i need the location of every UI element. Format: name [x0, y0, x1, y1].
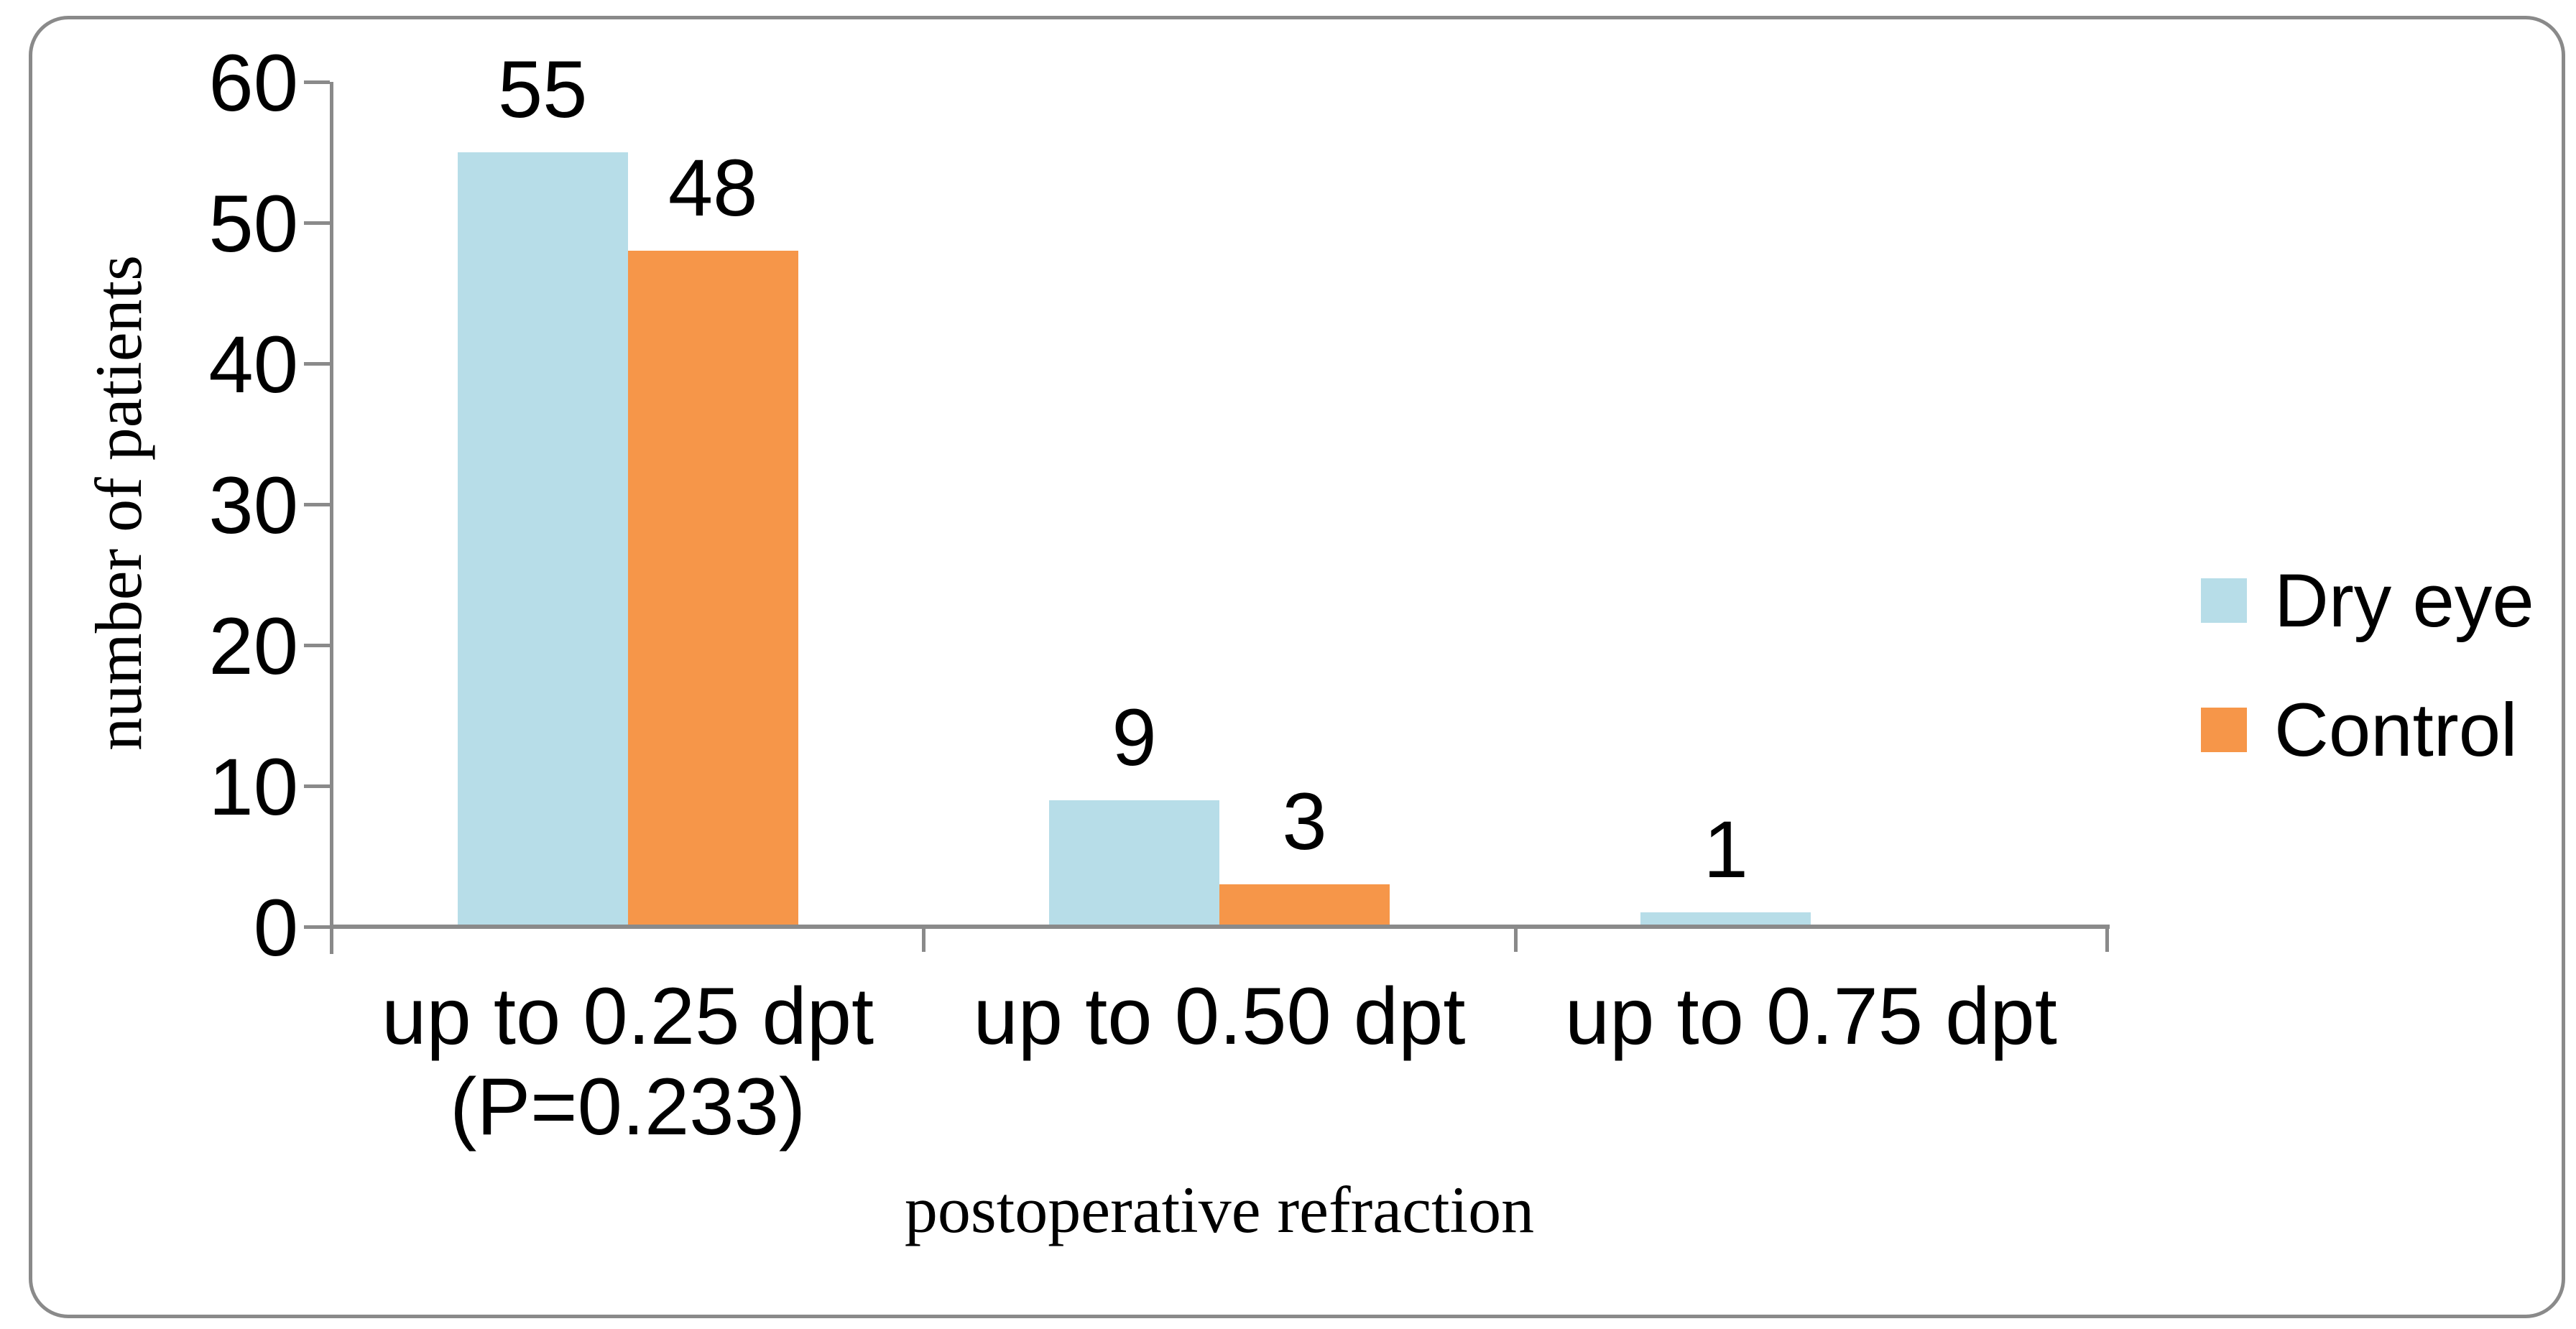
category-label: up to 0.25 dpt (P=0.233)	[382, 971, 874, 1152]
bar-control	[1219, 884, 1390, 927]
y-axis-tick	[304, 80, 330, 84]
y-axis-tick	[304, 784, 330, 788]
x-axis-tick	[1513, 925, 1518, 952]
bar-dry-eye	[1640, 912, 1811, 927]
y-tick-label: 60	[208, 38, 298, 128]
y-tick-label: 20	[208, 601, 298, 691]
legend-swatch-control	[2201, 708, 2247, 752]
x-axis-line	[330, 925, 2110, 929]
bar-value-label: 1	[1703, 805, 1748, 895]
bar-dry-eye	[1049, 800, 1219, 927]
x-axis-tick	[922, 925, 926, 952]
bar-dry-eye	[457, 152, 628, 927]
category-label: up to 0.50 dpt	[973, 971, 1466, 1061]
legend-entry-dry-eye: Dry eye	[2201, 563, 2534, 639]
y-axis-tick	[304, 221, 330, 225]
y-axis-tick	[304, 644, 330, 647]
y-axis-tick	[304, 925, 330, 929]
bar-control	[627, 251, 798, 927]
y-axis-line	[330, 82, 333, 954]
y-tick-label: 10	[208, 742, 298, 832]
x-axis-title: postoperative refraction	[904, 1173, 1535, 1246]
legend: Dry eye Control	[2201, 563, 2534, 837]
legend-entry-control: Control	[2201, 693, 2534, 768]
category-label: up to 0.75 dpt	[1564, 971, 2057, 1061]
y-tick-label: 30	[208, 460, 298, 550]
y-tick-label: 40	[208, 320, 298, 409]
y-tick-label: 50	[208, 179, 298, 269]
bar-value-label: 55	[497, 45, 588, 134]
legend-swatch-dry-eye	[2201, 578, 2247, 623]
legend-label-dry-eye: Dry eye	[2274, 558, 2534, 643]
legend-label-control: Control	[2274, 687, 2518, 772]
bar-value-label: 9	[1112, 692, 1157, 782]
chart-border	[29, 16, 2565, 1318]
x-axis-tick	[2105, 925, 2109, 952]
y-tick-label: 0	[253, 883, 298, 973]
bar-value-label: 48	[668, 143, 758, 233]
y-axis-tick	[304, 362, 330, 366]
y-axis-tick	[304, 503, 330, 506]
bar-value-label: 3	[1282, 777, 1327, 867]
